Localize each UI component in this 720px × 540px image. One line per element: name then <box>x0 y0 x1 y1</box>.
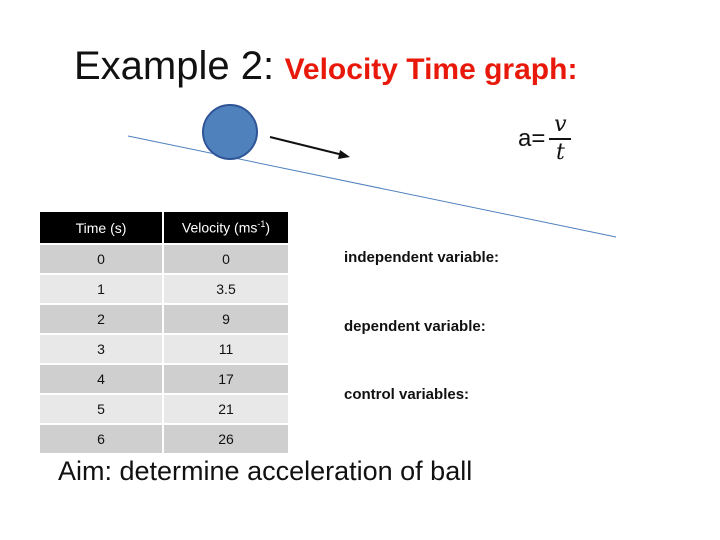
header-velocity-text: Velocity (ms <box>181 219 258 236</box>
formula-numerator: v <box>554 112 567 137</box>
velocity-cell: 21 <box>163 393 288 424</box>
table-row: 6 26 <box>40 423 288 453</box>
velocity-cell: 17 <box>163 363 288 394</box>
ball <box>202 104 258 160</box>
table-row: 5 21 <box>40 393 288 424</box>
time-cell: 0 <box>40 243 164 274</box>
velocity-cell: 3.5 <box>163 273 288 304</box>
table-header-row: Time (s) Velocity (ms-1) <box>40 212 288 244</box>
title-prefix: Example 2: <box>74 44 275 88</box>
fraction-bar <box>549 138 572 140</box>
velocity-cell: 11 <box>163 333 288 364</box>
table-row: 0 0 <box>40 243 288 274</box>
time-cell: 5 <box>40 393 164 424</box>
velocity-cell: 26 <box>163 423 288 453</box>
dependent-variable-label: dependent variable: <box>344 318 486 335</box>
motion-arrow-head <box>338 150 350 159</box>
formula-fraction: v t <box>549 112 572 166</box>
title-highlight: Velocity Time graph: <box>284 53 578 86</box>
formula-denominator: t <box>555 140 565 165</box>
header-velocity-exponent: -1 <box>257 219 266 230</box>
header-velocity-close: ) <box>265 219 271 236</box>
table-row: 3 11 <box>40 333 288 364</box>
time-cell: 2 <box>40 303 164 334</box>
control-variables-label: control variables: <box>344 386 470 403</box>
header-velocity: Velocity (ms-1) <box>163 212 288 244</box>
velocity-cell: 0 <box>163 243 288 274</box>
header-time: Time (s) <box>40 212 164 244</box>
table-row: 4 17 <box>40 363 288 394</box>
motion-arrow-line <box>269 136 344 156</box>
ramp-slope-line <box>127 135 617 238</box>
table-row: 2 9 <box>40 303 288 334</box>
aim-statement: Aim: determine acceleration of ball <box>58 456 473 486</box>
velocity-cell: 9 <box>163 303 288 334</box>
table-row: 1 3.5 <box>40 273 288 304</box>
formula-lhs: a= <box>518 125 546 152</box>
time-cell: 1 <box>40 273 164 304</box>
time-cell: 3 <box>40 333 164 364</box>
data-table: Time (s) Velocity (ms-1) 0 0 1 3.5 2 9 3… <box>40 212 288 453</box>
time-cell: 6 <box>40 423 164 453</box>
acceleration-formula: a= v t <box>518 112 572 166</box>
time-cell: 4 <box>40 363 164 394</box>
independent-variable-label: independent variable: <box>344 249 500 266</box>
slide-title: Example 2: Velocity Time graph: <box>74 44 577 89</box>
